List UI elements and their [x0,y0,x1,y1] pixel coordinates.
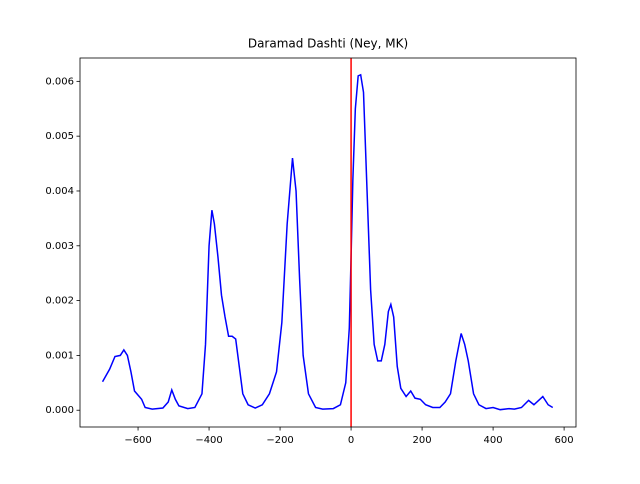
y-tick-label: 0.004 [45,186,74,197]
y-tick-label: 0.001 [45,350,74,361]
x-tick-label: 0 [348,435,354,446]
y-tick-label: 0.005 [45,131,74,142]
x-tick-label: −600 [124,435,151,446]
x-tick-label: 200 [413,435,432,446]
x-tick-label: 400 [484,435,503,446]
line-series [101,73,554,411]
y-tick-label: 0.000 [45,405,74,416]
y-tick-label: 0.003 [45,241,74,252]
x-tick-label: −400 [195,435,222,446]
x-tick-label: −200 [266,435,293,446]
plot-frame [79,57,577,428]
y-tick-label: 0.006 [45,76,74,87]
y-tick-label: 0.002 [45,296,74,307]
x-tick-label: 600 [555,435,574,446]
chart-title: Daramad Dashti (Ney, MK) [248,37,408,51]
